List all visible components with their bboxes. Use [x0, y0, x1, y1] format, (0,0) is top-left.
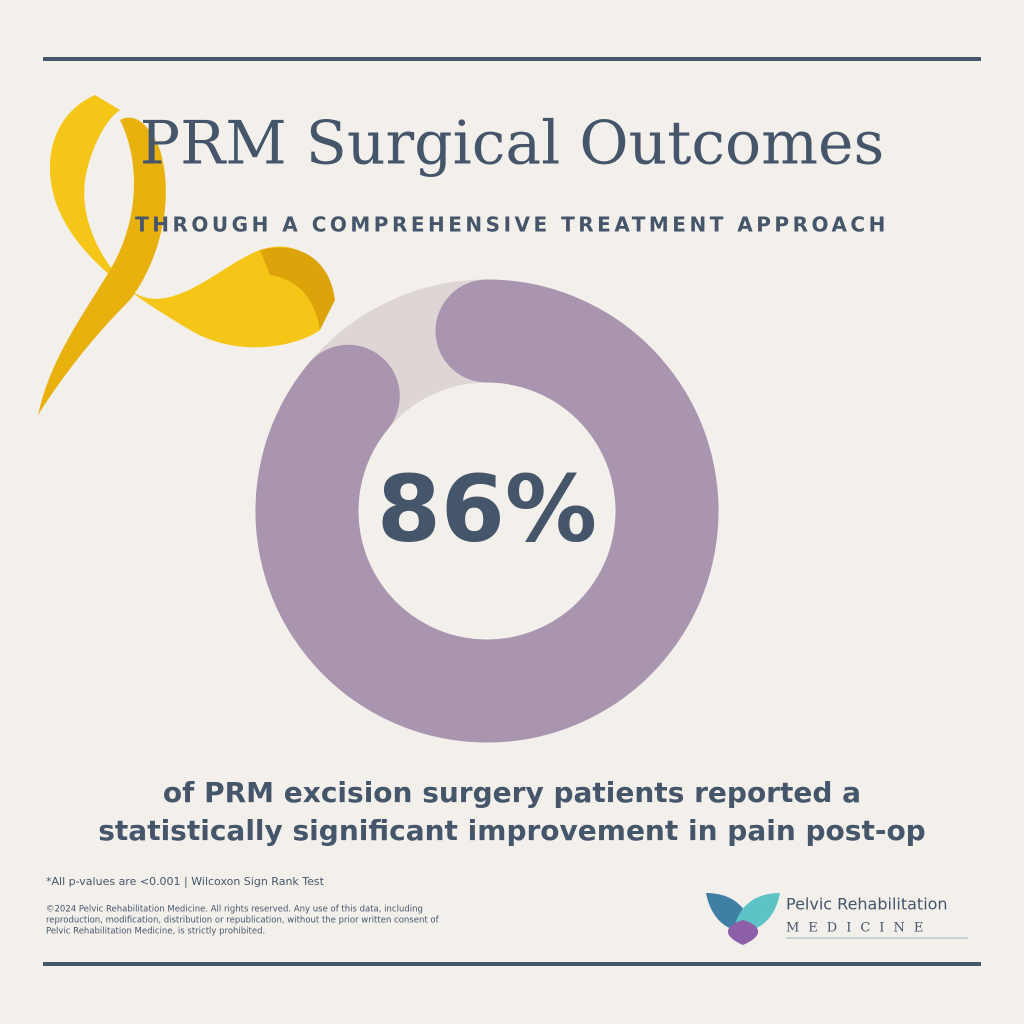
donut-chart	[255, 279, 719, 743]
logo-name: Pelvic Rehabilitation	[786, 895, 948, 914]
center-value-label: 86%	[377, 455, 597, 562]
description-line: statistically significant improvement in…	[98, 814, 925, 847]
donut-arc	[255, 279, 719, 743]
copyright-line: ©2024 Pelvic Rehabilitation Medicine. Al…	[46, 905, 423, 915]
subtitle: THROUGH A COMPREHENSIVE TREATMENT APPROA…	[135, 213, 889, 237]
bottom-rule	[43, 962, 981, 966]
copyright-line: reproduction, modification, distribution…	[46, 916, 440, 926]
top-rule	[43, 57, 981, 61]
awareness-ribbon	[38, 95, 335, 415]
description-line: of PRM excision surgery patients reporte…	[163, 776, 861, 809]
logo-subname: MEDICINE	[786, 921, 932, 936]
copyright-line: Pelvic Rehabilitation Medicine, is stric…	[46, 927, 265, 937]
logo-mark	[706, 893, 780, 945]
footnote: *All p-values are <0.001 | Wilcoxon Sign…	[46, 875, 325, 888]
title: PRM Surgical Outcomes	[140, 109, 885, 179]
